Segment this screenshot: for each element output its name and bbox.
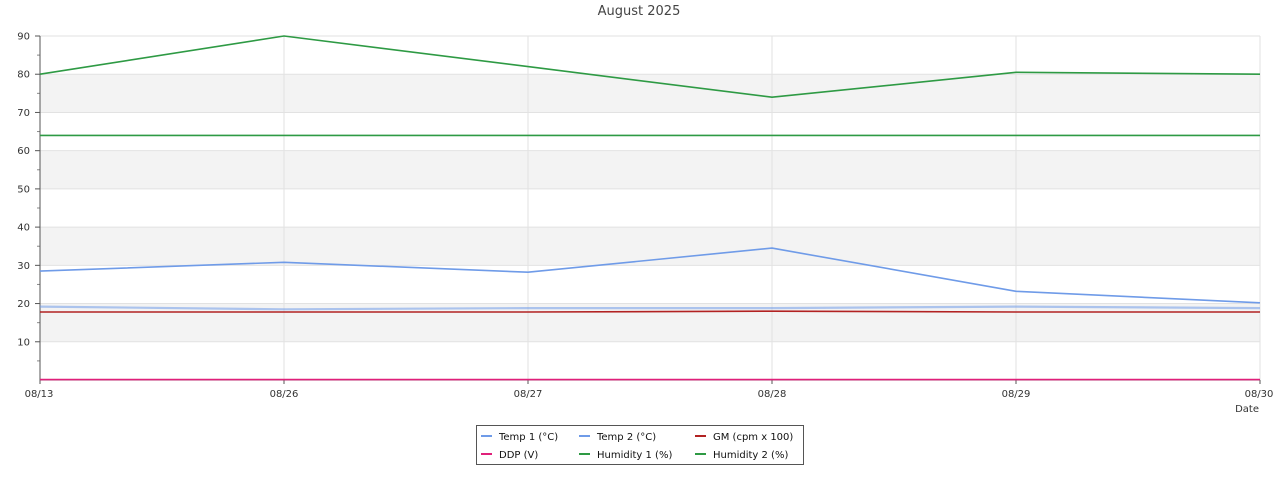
legend-label: Temp 2 (°C) <box>597 432 657 443</box>
plot-bands <box>40 74 1260 342</box>
legend-swatch <box>579 453 590 455</box>
y-tick-label: 20 <box>17 299 30 310</box>
grid-band <box>40 74 1260 113</box>
x-tick-labels: 08/13 08/26 08/27 08/28 08/29 08/30 <box>25 389 1274 400</box>
legend-item-temp2[interactable]: Temp 2 (°C) <box>579 432 656 443</box>
y-tick-label: 60 <box>17 146 30 157</box>
legend-item-humidity2[interactable]: Humidity 2 (%) <box>695 450 788 461</box>
legend-label: Humidity 1 (%) <box>597 450 673 461</box>
legend-swatch <box>481 435 492 437</box>
chart-title: August 2025 <box>598 4 681 19</box>
legend-label: Temp 1 (°C) <box>499 432 559 443</box>
legend-item-humidity1[interactable]: Humidity 1 (%) <box>579 450 672 461</box>
series-line <box>39 247 1261 304</box>
x-tick-label: 08/29 <box>1002 389 1031 400</box>
legend-label: Humidity 2 (%) <box>713 450 789 461</box>
series-line <box>40 310 1260 313</box>
legend: Temp 1 (°C) Temp 2 (°C) GM (cpm x 100) D… <box>476 425 804 465</box>
legend-label: DDP (V) <box>499 450 539 461</box>
y-tick-label: 50 <box>17 184 30 195</box>
y-tick-label: 10 <box>17 337 30 348</box>
series-lines <box>39 35 1261 381</box>
x-tick-label: 08/28 <box>758 389 787 400</box>
y-tick-labels: 10 20 30 40 50 60 70 80 90 <box>17 32 30 349</box>
y-tick-label: 90 <box>17 32 30 43</box>
series-line <box>39 305 1261 311</box>
y-tick-label: 70 <box>17 108 30 119</box>
legend-swatch <box>579 435 590 437</box>
x-axis-label: Date <box>1235 404 1259 415</box>
x-tick-label: 08/30 <box>1245 389 1274 400</box>
grid-band <box>40 150 1260 189</box>
y-tick-label: 40 <box>17 223 30 234</box>
legend-label: GM (cpm x 100) <box>713 432 794 443</box>
x-tick-label: 08/26 <box>270 389 299 400</box>
y-tick-label: 30 <box>17 261 30 272</box>
legend-swatch <box>695 453 706 455</box>
y-tick-label: 80 <box>17 70 30 81</box>
x-tick-label: 08/13 <box>25 389 54 400</box>
grid-band <box>40 227 1260 266</box>
series-line <box>39 35 1261 98</box>
legend-swatch <box>481 453 492 455</box>
legend-item-temp1[interactable]: Temp 1 (°C) <box>481 432 558 443</box>
legend-item-gm[interactable]: GM (cpm x 100) <box>695 432 793 443</box>
legend-swatch <box>695 435 706 437</box>
x-tick-label: 08/27 <box>514 389 543 400</box>
legend-item-ddp[interactable]: DDP (V) <box>481 450 538 461</box>
